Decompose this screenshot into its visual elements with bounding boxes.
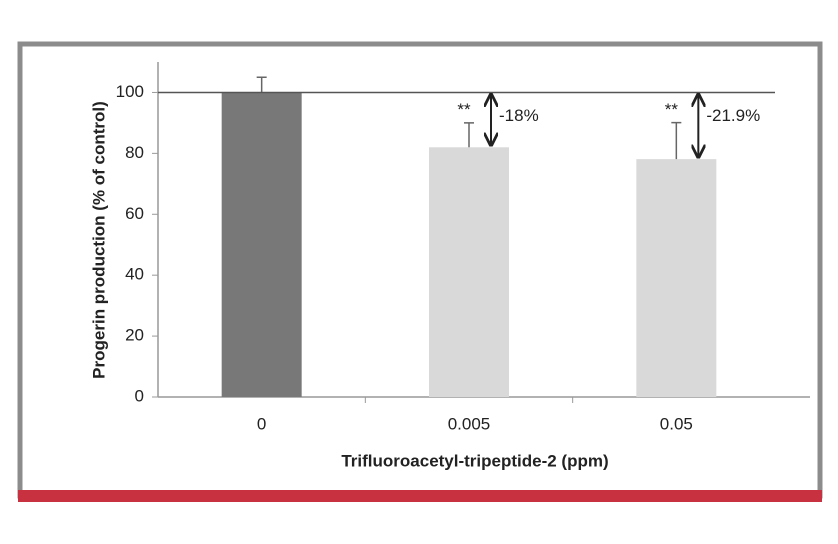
error-bar — [256, 76, 267, 93]
bar — [429, 147, 509, 397]
x-tick-label: 0.05 — [660, 414, 693, 433]
footer-band — [18, 490, 822, 502]
y-axis-title: Progerin production (% of control) — [89, 101, 108, 379]
bar — [221, 92, 302, 398]
error-bar — [464, 122, 474, 148]
y-tick-label: 40 — [125, 265, 144, 284]
bar — [636, 159, 717, 397]
y-tick-label: 80 — [125, 143, 144, 162]
x-axis-title: Trifluoroacetyl-tripeptide-2 (ppm) — [341, 451, 608, 470]
y-tick-label: 0 — [135, 386, 144, 405]
y-tick-label: 100 — [116, 82, 144, 101]
change-label: -21.9% — [706, 106, 760, 125]
change-label: -18% — [499, 106, 539, 125]
x-tick-label: 0.005 — [448, 414, 491, 433]
y-tick-label: 60 — [125, 204, 144, 223]
x-tick-label: 0 — [257, 414, 266, 433]
y-tick-label: 20 — [125, 326, 144, 345]
error-bar — [671, 121, 682, 160]
significance-stars: ** — [665, 100, 679, 119]
significance-stars: ** — [457, 100, 471, 119]
